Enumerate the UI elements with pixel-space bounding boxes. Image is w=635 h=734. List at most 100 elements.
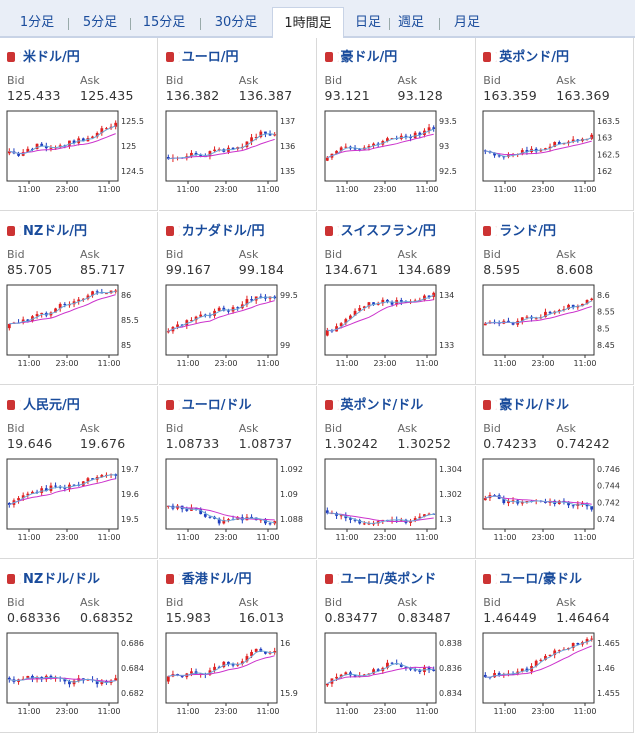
candle-body [339,323,343,327]
tab-1[interactable]: 5分足 [82,15,118,30]
pair-title-link[interactable]: ユーロ/ドル [165,394,252,413]
candle-body [63,303,67,305]
pair-title-link[interactable]: 香港ドル/円 [165,568,252,587]
candle-body [521,502,524,504]
timeframe-tabs: 1分足 5分足 15分足 30分足 1時間足 日足 週足 月足 [0,0,635,38]
candle-body [590,134,594,139]
pair-title-link[interactable]: 人民元/円 [7,394,80,413]
candle-body [259,296,262,298]
bid-value: 125.433 [7,88,61,103]
au-us-flag-icon [483,400,498,410]
ask-label: Ask [238,248,259,261]
pair-title-link[interactable]: 英ポンド/円 [483,46,569,65]
tab-7[interactable]: 月足 [453,15,480,30]
candle-body [544,148,548,150]
pair-title-link[interactable]: スイスフラン/円 [324,220,436,239]
pair-title-link[interactable]: 豪ドル/円 [324,46,397,65]
candle-body [357,520,361,524]
candle-body [417,132,421,135]
pair-title-link[interactable]: NZドル/ドル [7,568,100,587]
pair-title-link[interactable]: ユーロ/豪ドル [483,568,582,587]
y-tick-label: 99 [280,341,290,350]
mini-chart[interactable]: 19.719.619.511:00 23:00 11:00 [0,456,150,551]
candle-body [54,308,57,313]
pair-name: 米ドル/円 [23,50,80,65]
bid-label: Bid [483,596,501,609]
candle-body [240,661,244,664]
x-tick-label: 11:00 [494,533,517,542]
candle-body [44,145,48,149]
bid-label: Bid [324,248,343,261]
x-tick-label: 23:00 [532,185,555,194]
tab-2[interactable]: 15分足 [142,15,186,30]
pair-name: 英ポンド/円 [499,50,569,65]
candle-body [175,674,179,676]
ask-value: 134.689 [397,262,452,277]
candle-body [26,675,30,679]
candle-body [40,312,44,315]
tab-4[interactable]: 1時間足 [272,7,344,38]
ask-label: Ask [80,248,100,261]
chart-frame [6,458,119,530]
candle-body [334,150,338,154]
pair-title-link[interactable]: 米ドル/円 [7,46,80,65]
candle-body [493,495,497,497]
x-tick-label: 11:00 [97,185,120,194]
candle-body [263,651,267,654]
pair-title-link[interactable]: ユーロ/円 [165,46,239,65]
candle-body [222,519,225,524]
candle-body [544,655,548,660]
candle-body [222,661,225,668]
candle-body [362,674,366,676]
x-tick-label: 11:00 [17,707,40,716]
pair-title-link[interactable]: ランド/円 [483,220,556,239]
candle-body [325,330,329,336]
candle-body [585,639,589,643]
pair-title-link[interactable]: 豪ドル/ドル [483,394,569,413]
candle-body [521,668,524,672]
y-tick-label: 162 [597,167,612,176]
pair-title-link[interactable]: ユーロ/英ポンド [324,568,436,587]
tab-0[interactable]: 1分足 [19,15,55,30]
y-tick-label: 124.5 [121,167,144,176]
short-average-line [326,128,434,159]
tab-6[interactable]: 週足 [397,15,424,30]
moving-average-line [167,505,275,521]
ask-value: 8.608 [556,262,594,277]
candle-body [268,523,272,525]
candle-body [325,683,329,686]
candle-body [357,307,361,311]
candle-body [484,150,487,152]
ask-value: 19.676 [80,436,126,451]
candle-body [100,128,104,133]
tab-3[interactable]: 30分足 [214,15,258,30]
candle-body [54,485,57,487]
pair-title-link[interactable]: カナダドル/円 [165,220,265,239]
candle-body [212,310,216,316]
bid-value: 136.382 [165,88,220,103]
pair-title-link[interactable]: 英ポンド/ドル [324,394,423,413]
bid-label: Bid [324,596,343,609]
nz-us-flag-icon [7,574,21,584]
rate-card: 豪ドル/円 Bid 93.121 Ask 93.128 93.5 93 92.5 11:00 23… [317,38,476,211]
candle-body [100,292,104,294]
candle-body [249,137,253,142]
short-average-line [167,133,275,160]
pair-title-link[interactable]: NZドル/円 [7,220,87,239]
tab-5[interactable]: 日足 [354,15,381,30]
